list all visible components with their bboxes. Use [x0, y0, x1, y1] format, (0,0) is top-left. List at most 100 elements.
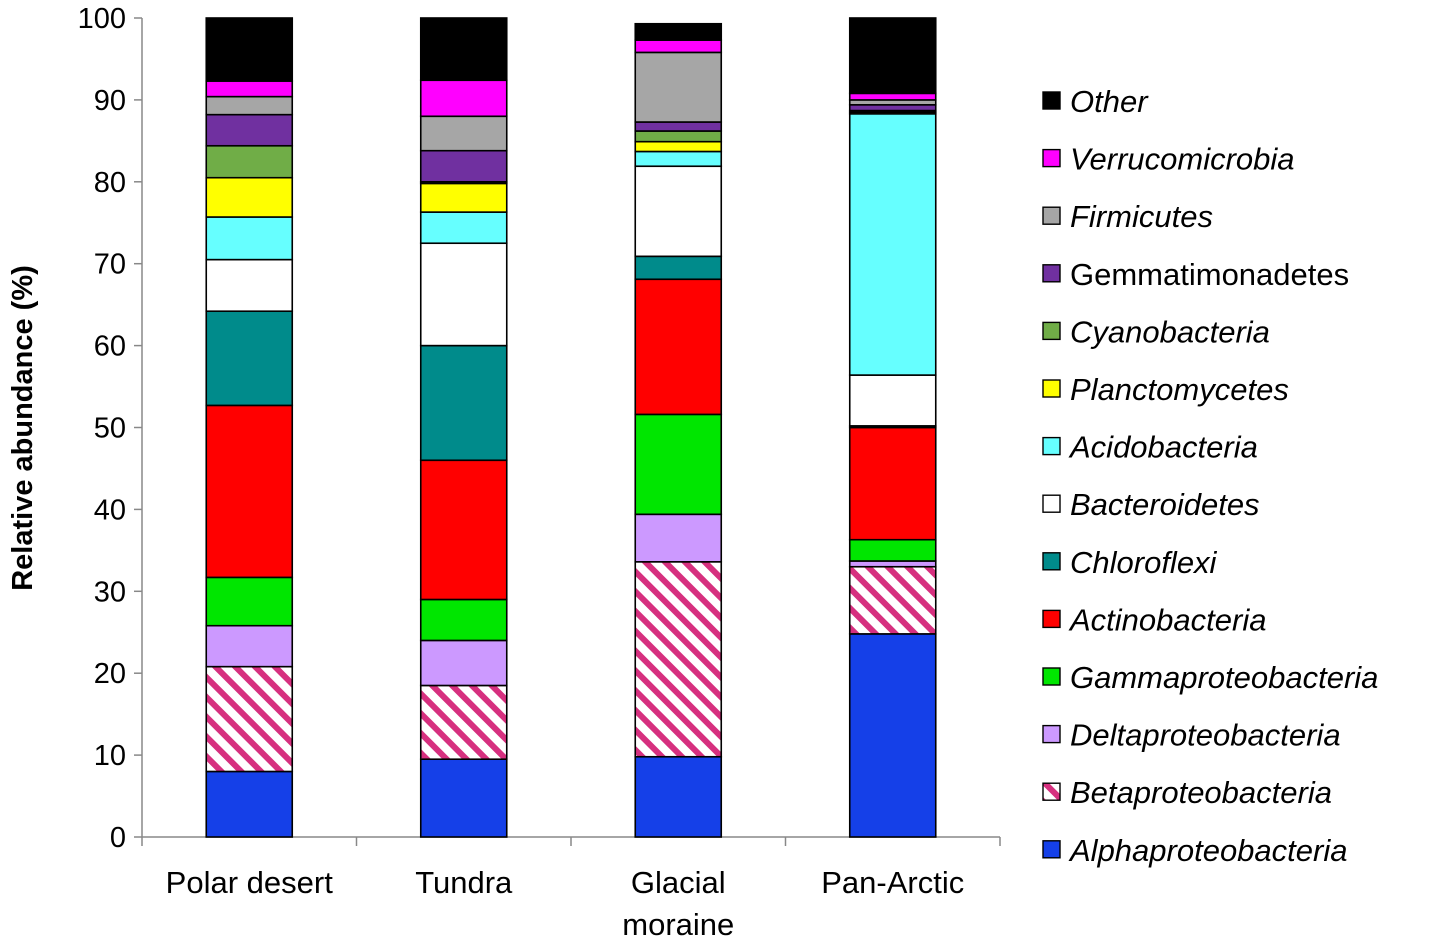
y-tick-label: 60	[94, 331, 126, 363]
bar-segment	[419, 79, 508, 118]
bar-segment	[205, 216, 294, 261]
legend: Other Verrucomicrobia Firmicutes Gemmatimon…	[1042, 84, 1378, 868]
bar-segment	[848, 426, 937, 541]
bar-segment	[419, 758, 508, 838]
y-tick-label: 20	[94, 658, 126, 690]
bar-segment	[205, 770, 294, 838]
bar-segment	[634, 51, 723, 123]
bar-segment	[419, 684, 508, 760]
legend-swatch	[1042, 552, 1061, 571]
axis-labels: 0 10 20 30 40 50 60 70 80 90 100 Polar desert Tundra…	[78, 3, 965, 941]
y-tick-label: 70	[94, 249, 126, 281]
bar-segment	[848, 560, 937, 568]
legend-swatch	[1042, 667, 1061, 686]
bar-segment	[634, 22, 723, 41]
bar-segment	[419, 639, 508, 687]
bar-segment	[205, 310, 294, 407]
legend-swatch	[1042, 321, 1061, 341]
bar-segment	[634, 255, 723, 281]
legend-label: Bacteroidetes	[1070, 487, 1260, 522]
legend-label: Gammaproteobacteria	[1070, 660, 1378, 695]
x-category-label: Tundra	[415, 865, 513, 900]
legend-label: Gemmatimonadetes	[1070, 257, 1349, 292]
y-tick-label: 10	[94, 740, 126, 772]
legend-label: Chloroflexi	[1070, 545, 1218, 580]
bar-segment	[419, 211, 508, 245]
x-category-label: moraine	[622, 907, 734, 941]
bars	[205, 17, 937, 838]
legend-swatch	[1042, 609, 1061, 629]
bar-segment	[419, 459, 508, 601]
legend-swatch	[1042, 494, 1061, 513]
bar-segment	[848, 538, 937, 562]
bar-segment	[634, 121, 723, 132]
bar-segment	[634, 413, 723, 516]
bar-segment	[848, 92, 937, 101]
legend-swatch	[1042, 782, 1061, 801]
bar-segment	[205, 144, 294, 179]
legend-label: Firmicutes	[1070, 199, 1213, 234]
y-tick-label: 30	[94, 576, 126, 608]
bar-segment	[419, 598, 508, 642]
x-category-label: Glacial	[631, 865, 726, 900]
legend-swatch	[1042, 724, 1061, 744]
bar-segment	[634, 150, 723, 168]
y-tick-label: 100	[78, 3, 126, 35]
bar-segment	[848, 565, 937, 635]
x-category-label: Polar desert	[166, 865, 334, 900]
bar-segment	[634, 39, 723, 54]
bar-segment	[205, 576, 294, 627]
bar-segment	[634, 513, 723, 563]
legend-label: Actinobacteria	[1068, 602, 1266, 637]
bar-segment	[205, 404, 294, 579]
bar-segment	[848, 374, 937, 427]
legend-label: Betaproteobacteria	[1070, 775, 1332, 810]
bar-segment	[419, 182, 508, 213]
legend-label: Acidobacteria	[1068, 430, 1258, 465]
y-axis-title: Relative abundance (%)	[7, 265, 39, 591]
bar-segment	[634, 130, 723, 143]
bar-segment	[205, 113, 294, 147]
bar-segment	[848, 113, 937, 376]
y-tick-label: 80	[94, 167, 126, 199]
legend-label: Alphaproteobacteria	[1068, 833, 1347, 868]
legend-swatch	[1042, 91, 1061, 110]
bar-segment	[634, 755, 723, 838]
bar-segment	[848, 633, 937, 838]
bar-segment	[848, 17, 937, 95]
bar-segment	[419, 344, 508, 462]
bar-segment	[205, 80, 294, 98]
y-tick-label: 90	[94, 85, 126, 117]
bar-segment	[848, 104, 937, 112]
bar-segment	[634, 165, 723, 258]
bar-segment	[419, 115, 508, 152]
bar-segment	[634, 561, 723, 758]
bar-segment	[205, 176, 294, 218]
y-tick-label: 40	[94, 494, 126, 526]
legend-swatch	[1042, 264, 1061, 283]
bar-segment	[634, 140, 723, 153]
bar-segment	[419, 17, 508, 82]
y-tick-label: 50	[94, 413, 126, 445]
legend-swatch	[1042, 840, 1061, 859]
legend-swatch	[1042, 436, 1061, 456]
bar-segment	[205, 95, 294, 116]
legend-label: Other	[1070, 84, 1149, 119]
legend-swatch	[1042, 148, 1061, 168]
legend-swatch	[1042, 206, 1061, 225]
bar-segment	[205, 624, 294, 668]
bar-segment	[205, 17, 294, 82]
bar-segment	[419, 242, 508, 347]
legend-label: Deltaproteobacteria	[1070, 718, 1341, 753]
legend-label: Planctomycetes	[1070, 372, 1289, 407]
bar-segment	[205, 665, 294, 773]
bar-segment	[634, 278, 723, 416]
legend-swatch	[1042, 379, 1061, 398]
bar-segment	[205, 258, 294, 313]
y-tick-label: 0	[110, 822, 126, 854]
legend-label: Verrucomicrobia	[1070, 142, 1295, 177]
legend-label: Cyanobacteria	[1070, 314, 1270, 349]
bar-segment	[419, 149, 508, 183]
x-category-label: Pan-Arctic	[821, 865, 964, 900]
